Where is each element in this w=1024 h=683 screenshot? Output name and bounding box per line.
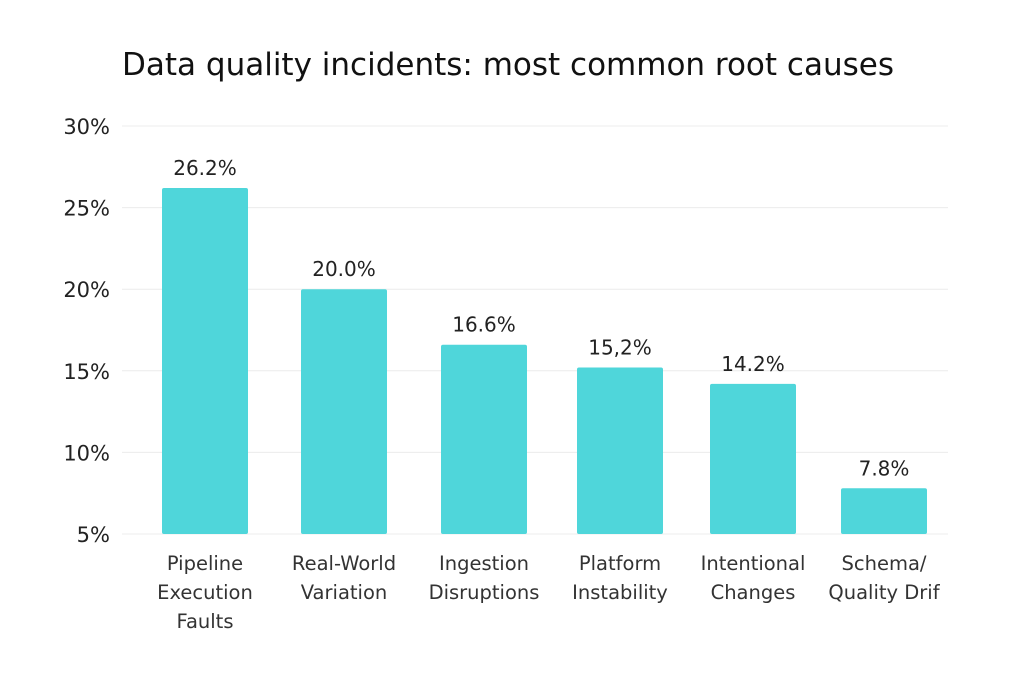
data-label: 14.2% (721, 352, 785, 376)
y-tick-label: 10% (63, 441, 110, 465)
bar (301, 289, 387, 534)
data-label: 20.0% (312, 257, 376, 281)
y-axis-ticks: 5% 10% 15% 20% 25% 30% (63, 115, 110, 547)
x-tick-label: Platform Instability (572, 552, 668, 604)
bar (441, 344, 527, 534)
y-tick-label: 5% (77, 523, 110, 547)
bar (577, 367, 663, 534)
x-axis-categories: Pipeline Execution Faults Real-World Variati… (157, 552, 941, 633)
x-tick-label: Pipeline Execution Faults (157, 552, 253, 633)
chart-title: Data quality incidents: most common root… (122, 47, 894, 83)
gridlines (122, 125, 948, 535)
y-tick-label: 25% (63, 197, 110, 221)
bars (162, 188, 927, 535)
y-tick-label: 20% (63, 278, 110, 302)
data-label: 7.8% (859, 456, 910, 480)
data-label: 26.2% (173, 156, 237, 180)
data-labels: 26.2% 20.0% 16.6% 15,2% 14.2% 7.8% (173, 156, 909, 480)
bar (162, 188, 248, 535)
x-tick-label: Schema/Quality Drif (828, 552, 940, 604)
x-tick-label: Intentional Changes (701, 552, 806, 604)
data-label: 15,2% (588, 336, 652, 360)
x-tick-label: Ingestion Disruptions (429, 552, 540, 604)
y-tick-label: 30% (63, 115, 110, 139)
data-label: 16.6% (452, 313, 516, 337)
y-tick-label: 15% (63, 360, 110, 384)
x-tick-label: Real-World Variation (292, 552, 396, 604)
bar (841, 488, 927, 534)
bar (710, 383, 796, 534)
